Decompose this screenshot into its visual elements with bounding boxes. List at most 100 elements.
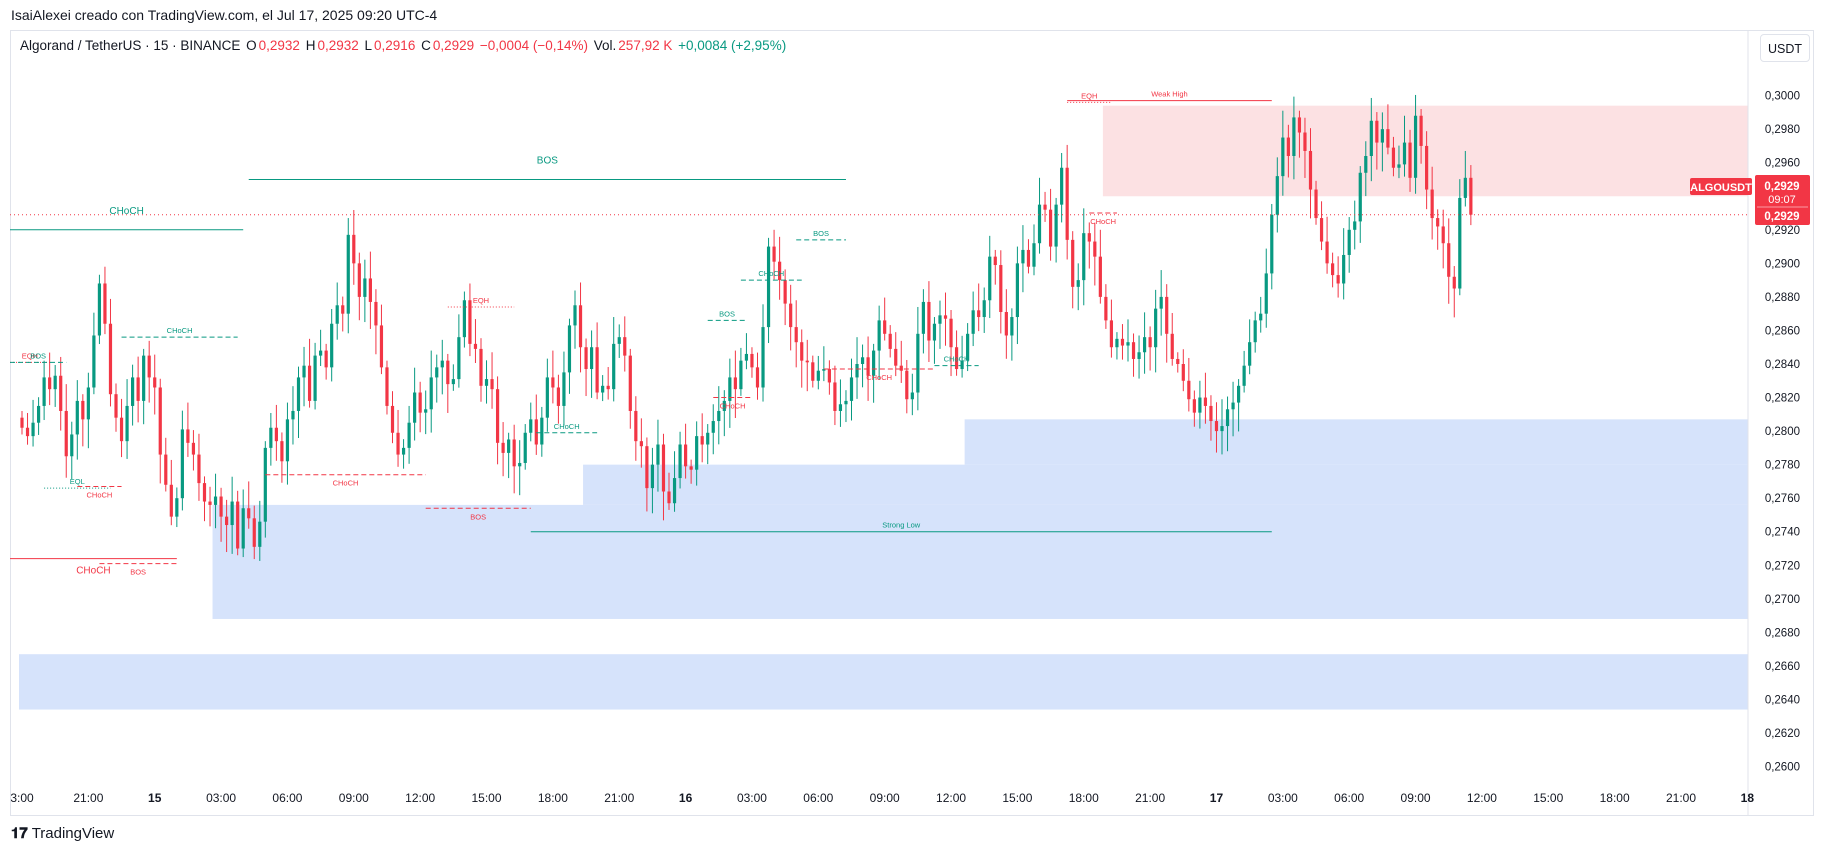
currency-unit-button[interactable]: USDT xyxy=(1760,34,1810,62)
level-eqh-label: EQH xyxy=(1081,91,1097,100)
candle-body xyxy=(518,462,522,467)
candle-body xyxy=(512,439,516,467)
tradingview-brand-text: TradingView xyxy=(31,825,115,842)
candle-body xyxy=(595,347,599,393)
candle-body xyxy=(1237,385,1241,403)
legend-volume-value: 257,92 K xyxy=(618,38,673,53)
candle-body xyxy=(728,377,732,401)
candle-body xyxy=(158,387,162,455)
level-choch-label: CHoCH xyxy=(554,422,580,431)
level-bos-label: BOS xyxy=(537,155,558,166)
time-tick-label: 15:00 xyxy=(1533,791,1563,805)
time-tick-label: 18:00 xyxy=(538,791,568,805)
level-choch-label: CHoCH xyxy=(333,479,359,488)
candle-body xyxy=(1259,313,1263,321)
candle-body xyxy=(794,327,798,343)
candle-body xyxy=(578,305,583,348)
candle-body xyxy=(490,379,494,390)
candle-body xyxy=(274,427,278,442)
level-choch-label: CHoCH xyxy=(167,326,193,335)
candle-body xyxy=(440,360,444,368)
candle-body xyxy=(971,310,975,334)
candle-body xyxy=(1469,177,1473,215)
candle-body xyxy=(921,301,925,334)
legend-symbol[interactable]: Algorand / TetherUS · 15 · BINANCE xyxy=(20,38,241,53)
candle-body xyxy=(805,360,809,363)
candle-body xyxy=(1436,218,1440,227)
candle-body xyxy=(1319,218,1324,242)
candle-body xyxy=(1154,308,1158,348)
candle-body xyxy=(551,377,555,388)
candle-body xyxy=(1413,115,1418,178)
candle-body xyxy=(1391,147,1396,168)
candle-body xyxy=(717,410,721,422)
time-tick-label: 15 xyxy=(148,791,162,805)
price-tick-label: 0,2900 xyxy=(1765,258,1800,270)
tradingview-logo[interactable]: 𝟏𝟕 TradingView xyxy=(11,825,114,842)
candle-body xyxy=(1120,338,1125,346)
candle-body xyxy=(822,369,826,371)
candle-body xyxy=(617,337,621,344)
candle-body xyxy=(92,335,96,388)
candle-body xyxy=(1458,197,1462,289)
candle-body xyxy=(529,419,533,433)
time-tick-label: 21:00 xyxy=(73,791,103,805)
candle-body xyxy=(70,434,74,457)
candle-body xyxy=(424,409,428,413)
time-tick-label: 06:00 xyxy=(803,791,833,805)
demand-zone xyxy=(212,504,1748,619)
candle-body xyxy=(1419,115,1423,146)
price-tick-label: 0,2600 xyxy=(1765,762,1800,774)
candle-body xyxy=(993,256,997,266)
candle-body xyxy=(562,372,566,406)
candle-body xyxy=(883,320,887,334)
candle-body xyxy=(180,429,184,499)
candle-body xyxy=(1231,402,1235,410)
candle-body xyxy=(606,385,610,390)
time-tick-label: 21:00 xyxy=(1666,791,1696,805)
candle-body xyxy=(567,325,572,373)
candle-body xyxy=(1447,243,1451,277)
time-tick-label: 06:00 xyxy=(1334,791,1364,805)
candle-body xyxy=(1131,342,1136,359)
level-eqh-label: EQH xyxy=(473,296,489,305)
candle-body xyxy=(1275,176,1279,215)
candle-body xyxy=(1159,296,1163,309)
candle-body xyxy=(352,234,356,264)
level-choch-label: CHoCH xyxy=(76,566,110,577)
time-tick-label: 21:00 xyxy=(604,791,634,805)
candle-body xyxy=(849,377,854,401)
candle-body xyxy=(833,382,837,411)
candle-body xyxy=(451,379,455,385)
candle-body xyxy=(999,265,1003,312)
candle-body xyxy=(407,422,411,448)
candle-body xyxy=(1015,263,1019,318)
price-tick-label: 0,2840 xyxy=(1765,359,1800,371)
price-tick-label: 0,3000 xyxy=(1765,91,1800,103)
candle-body xyxy=(1048,209,1053,247)
candle-body xyxy=(346,234,350,314)
candle-body xyxy=(1076,280,1080,287)
candle-body xyxy=(755,367,760,388)
price-tick-label: 0,2760 xyxy=(1765,493,1800,505)
candle-body xyxy=(1142,337,1147,353)
candle-body xyxy=(1109,320,1114,348)
candle-body xyxy=(1402,142,1407,165)
candle-body xyxy=(197,454,201,484)
candle-body xyxy=(816,370,820,381)
level-eql-label: EQL xyxy=(70,477,85,486)
candle-body xyxy=(1026,249,1031,267)
candle-body xyxy=(1253,320,1257,343)
candle-body xyxy=(949,318,953,348)
candles xyxy=(20,94,1473,561)
level-choch-label: CHoCH xyxy=(109,206,143,217)
legend-volume-label: Vol. xyxy=(593,38,617,53)
candle-body xyxy=(86,387,90,420)
candle-body xyxy=(1425,145,1429,190)
candle-body xyxy=(844,400,848,405)
tradingview-logo-icon: 𝟏𝟕 xyxy=(11,825,28,842)
candle-body xyxy=(1358,172,1362,222)
candle-body xyxy=(1353,221,1357,230)
candle-body xyxy=(982,300,986,318)
